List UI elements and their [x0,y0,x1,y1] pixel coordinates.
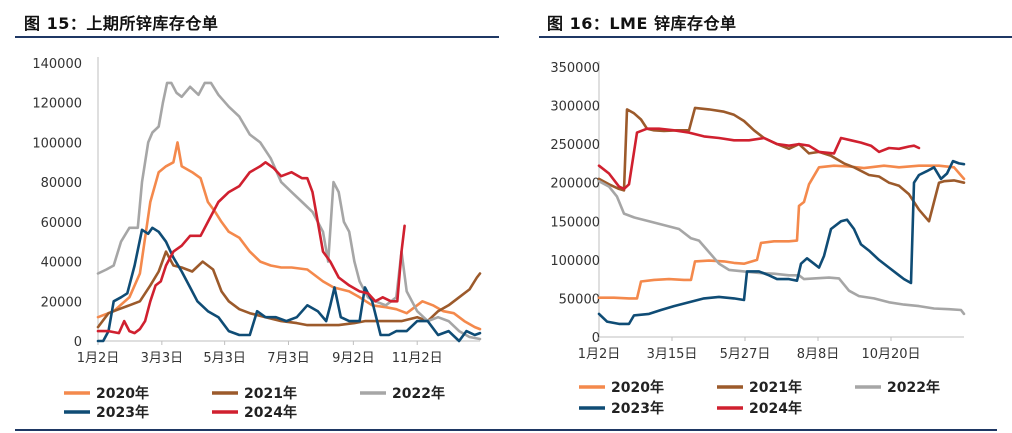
y-tick-label: 60000 [41,216,82,231]
x-tick-label: 11月2日 [392,351,443,366]
legend-label: 2023年 [96,404,149,421]
chart-title: 图 16：LME 锌库存仓单 [547,14,737,33]
y-tick-label: 250000 [550,138,600,153]
lme-zinc-chart: 0 50000 100000 150000 200000 250000 300000 3500… [550,61,966,417]
lme-zinc-panel: 图 16：LME 锌库存仓单 0 50000 100000 150000 200000 2… [515,0,1012,433]
chart-title: 图 15：上期所锌库存仓单 [24,14,219,33]
x-tick-label: 5月27日 [720,347,771,362]
series-line-2023年 [597,159,966,326]
x-tick-label: 7月3日 [267,351,310,366]
legend-label: 2021年 [244,385,297,402]
legend-label: 2020年 [611,379,664,396]
y-tick-label: 100000 [550,254,600,269]
legend-label: 2024年 [244,404,297,421]
y-tick-label: 0 [592,331,600,346]
legend-label: 2023年 [611,400,664,417]
title-divider [539,36,1012,38]
legend-label: 2020年 [96,385,149,402]
shfe-zinc-chart: 0 20000 40000 60000 80000 100000 120000 140000 1… [32,57,482,421]
title-divider [15,36,499,38]
y-tick-label: 80000 [41,176,82,191]
y-tick-label: 200000 [550,177,600,192]
legend-label: 2021年 [749,379,802,396]
x-tick-label: 1月2日 [77,351,120,366]
legend-label: 2022年 [392,385,445,402]
series-line-2021年 [597,106,966,223]
x-tick-label: 10月20日 [861,347,920,362]
x-tick-label: 8月8日 [797,347,840,362]
y-tick-label: 150000 [550,215,600,230]
y-tick-label: 350000 [550,61,600,76]
y-tick-label: 0 [74,335,82,350]
y-tick-label: 40000 [41,256,82,271]
series-line-2024年 [597,127,921,191]
legend-label: 2022年 [887,379,940,396]
legend-label: 2024年 [749,400,802,417]
series-line-2024年 [96,161,406,335]
y-tick-label: 20000 [41,295,82,310]
x-tick-label: 1月2日 [578,347,621,362]
series-line-2022年 [597,179,966,316]
y-tick-label: 50000 [559,292,600,307]
page-bottom-divider [15,429,997,431]
shfe-zinc-panel: 图 15：上期所锌库存仓单 0 20000 40000 60000 80000 10000… [0,0,500,433]
x-tick-label: 5月3日 [203,351,246,366]
y-tick-label: 300000 [550,100,600,115]
y-tick-label: 140000 [32,57,82,72]
y-tick-label: 120000 [32,97,82,112]
x-tick-label: 9月2日 [332,351,375,366]
series-line-2023年 [96,226,482,343]
series-line-2020年 [96,141,482,331]
x-tick-label: 3月3日 [141,351,184,366]
series-line-2020年 [597,164,966,300]
x-tick-label: 3月15日 [647,347,698,362]
y-tick-label: 100000 [32,136,82,151]
